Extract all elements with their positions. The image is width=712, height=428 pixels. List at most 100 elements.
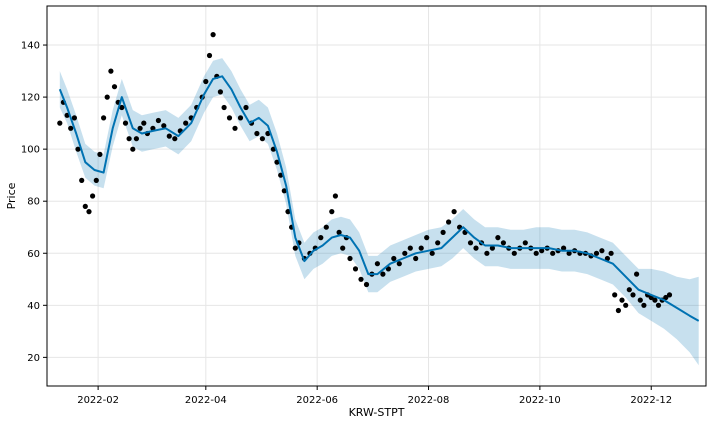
actual-point — [203, 78, 209, 85]
actual-point — [161, 123, 167, 129]
grid — [47, 6, 706, 386]
actual-point — [467, 240, 474, 246]
y-tick-label: 60 — [27, 249, 40, 260]
actual-point — [615, 307, 622, 314]
actual-point — [68, 125, 74, 131]
actual-point — [599, 248, 605, 254]
actual-point — [332, 193, 338, 199]
actual-point — [329, 209, 335, 215]
actual-point — [210, 31, 216, 38]
actual-point — [221, 104, 227, 111]
actual-point — [652, 297, 658, 303]
yhat-line — [58, 75, 700, 322]
actual-point — [243, 104, 249, 111]
actual-point — [340, 245, 346, 251]
actual-point — [623, 302, 629, 308]
actual-point — [655, 302, 662, 308]
actual-point — [93, 177, 99, 183]
actual-point — [451, 209, 457, 215]
actual-point — [137, 125, 143, 131]
actual-point — [237, 115, 244, 121]
actual-point — [435, 240, 441, 246]
actual-point — [347, 255, 353, 262]
actual-point — [130, 146, 136, 152]
actual-point — [86, 209, 92, 215]
y-tick-label: 120 — [21, 93, 40, 104]
actual-point — [511, 250, 517, 256]
forecast-line — [58, 75, 700, 322]
actual-point — [79, 177, 85, 183]
x-tick-label: 2022-02 — [77, 395, 119, 406]
actual-point — [336, 229, 342, 235]
actual-point — [352, 266, 359, 272]
y-tick-label: 80 — [27, 197, 40, 208]
actual-point — [172, 136, 178, 142]
actual-point — [484, 250, 490, 256]
actual-point — [641, 302, 647, 308]
uncertainty-band — [59, 58, 699, 366]
actual-point — [608, 250, 614, 256]
actual-point — [637, 297, 643, 303]
actual-point — [97, 151, 103, 157]
actual-point — [374, 261, 380, 267]
x-tick-label: 2022-08 — [408, 395, 450, 406]
actual-point — [358, 276, 364, 282]
actual-point — [254, 130, 260, 137]
actual-point — [619, 297, 625, 303]
actual-point — [473, 245, 479, 251]
y-tick-label: 140 — [21, 41, 40, 52]
actual-point — [104, 94, 110, 100]
actual-point — [500, 240, 506, 246]
actual-point — [634, 271, 640, 277]
actual-point — [666, 292, 673, 298]
actual-point — [489, 245, 495, 251]
actual-point — [533, 250, 539, 256]
plot-frame — [46, 5, 707, 387]
actual-point — [446, 219, 452, 225]
actual-point — [385, 266, 391, 272]
y-axis: 20 40 60 80 100 120 140 — [21, 41, 47, 364]
actual-point — [561, 245, 567, 251]
actual-point — [363, 281, 370, 288]
actual-point — [292, 245, 298, 251]
actual-point — [57, 120, 63, 126]
actual-point — [612, 292, 618, 298]
actual-point — [226, 115, 233, 121]
actual-point — [122, 120, 129, 126]
actual-point — [593, 250, 600, 256]
x-tick-label: 2022-12 — [630, 395, 672, 406]
actual-point — [318, 235, 324, 241]
actual-point — [323, 224, 329, 230]
actual-point — [274, 159, 280, 165]
actual-point — [126, 136, 132, 142]
actual-point — [111, 84, 118, 90]
y-tick-label: 100 — [21, 145, 40, 156]
actual-point — [550, 250, 556, 256]
actual-point — [281, 188, 287, 194]
actual-points — [57, 31, 673, 314]
actual-point — [663, 294, 669, 301]
actual-point — [71, 115, 77, 121]
actual-point — [232, 125, 238, 131]
actual-point — [206, 52, 213, 59]
actual-point — [626, 287, 632, 293]
actual-point — [183, 120, 189, 126]
actual-point — [90, 193, 96, 199]
actual-point — [259, 136, 265, 142]
actual-point — [413, 255, 419, 262]
actual-point — [630, 292, 636, 298]
actual-point — [566, 250, 572, 256]
actual-point — [522, 240, 528, 246]
actual-point — [407, 245, 413, 251]
x-axis-label: KRW-STPT — [349, 406, 405, 419]
actual-point — [285, 209, 291, 215]
actual-point — [418, 245, 424, 251]
actual-point — [539, 248, 545, 254]
x-tick-label: 2022-06 — [296, 395, 338, 406]
actual-point — [402, 250, 408, 256]
actual-point — [141, 120, 147, 126]
confidence-interval-area — [59, 58, 699, 366]
